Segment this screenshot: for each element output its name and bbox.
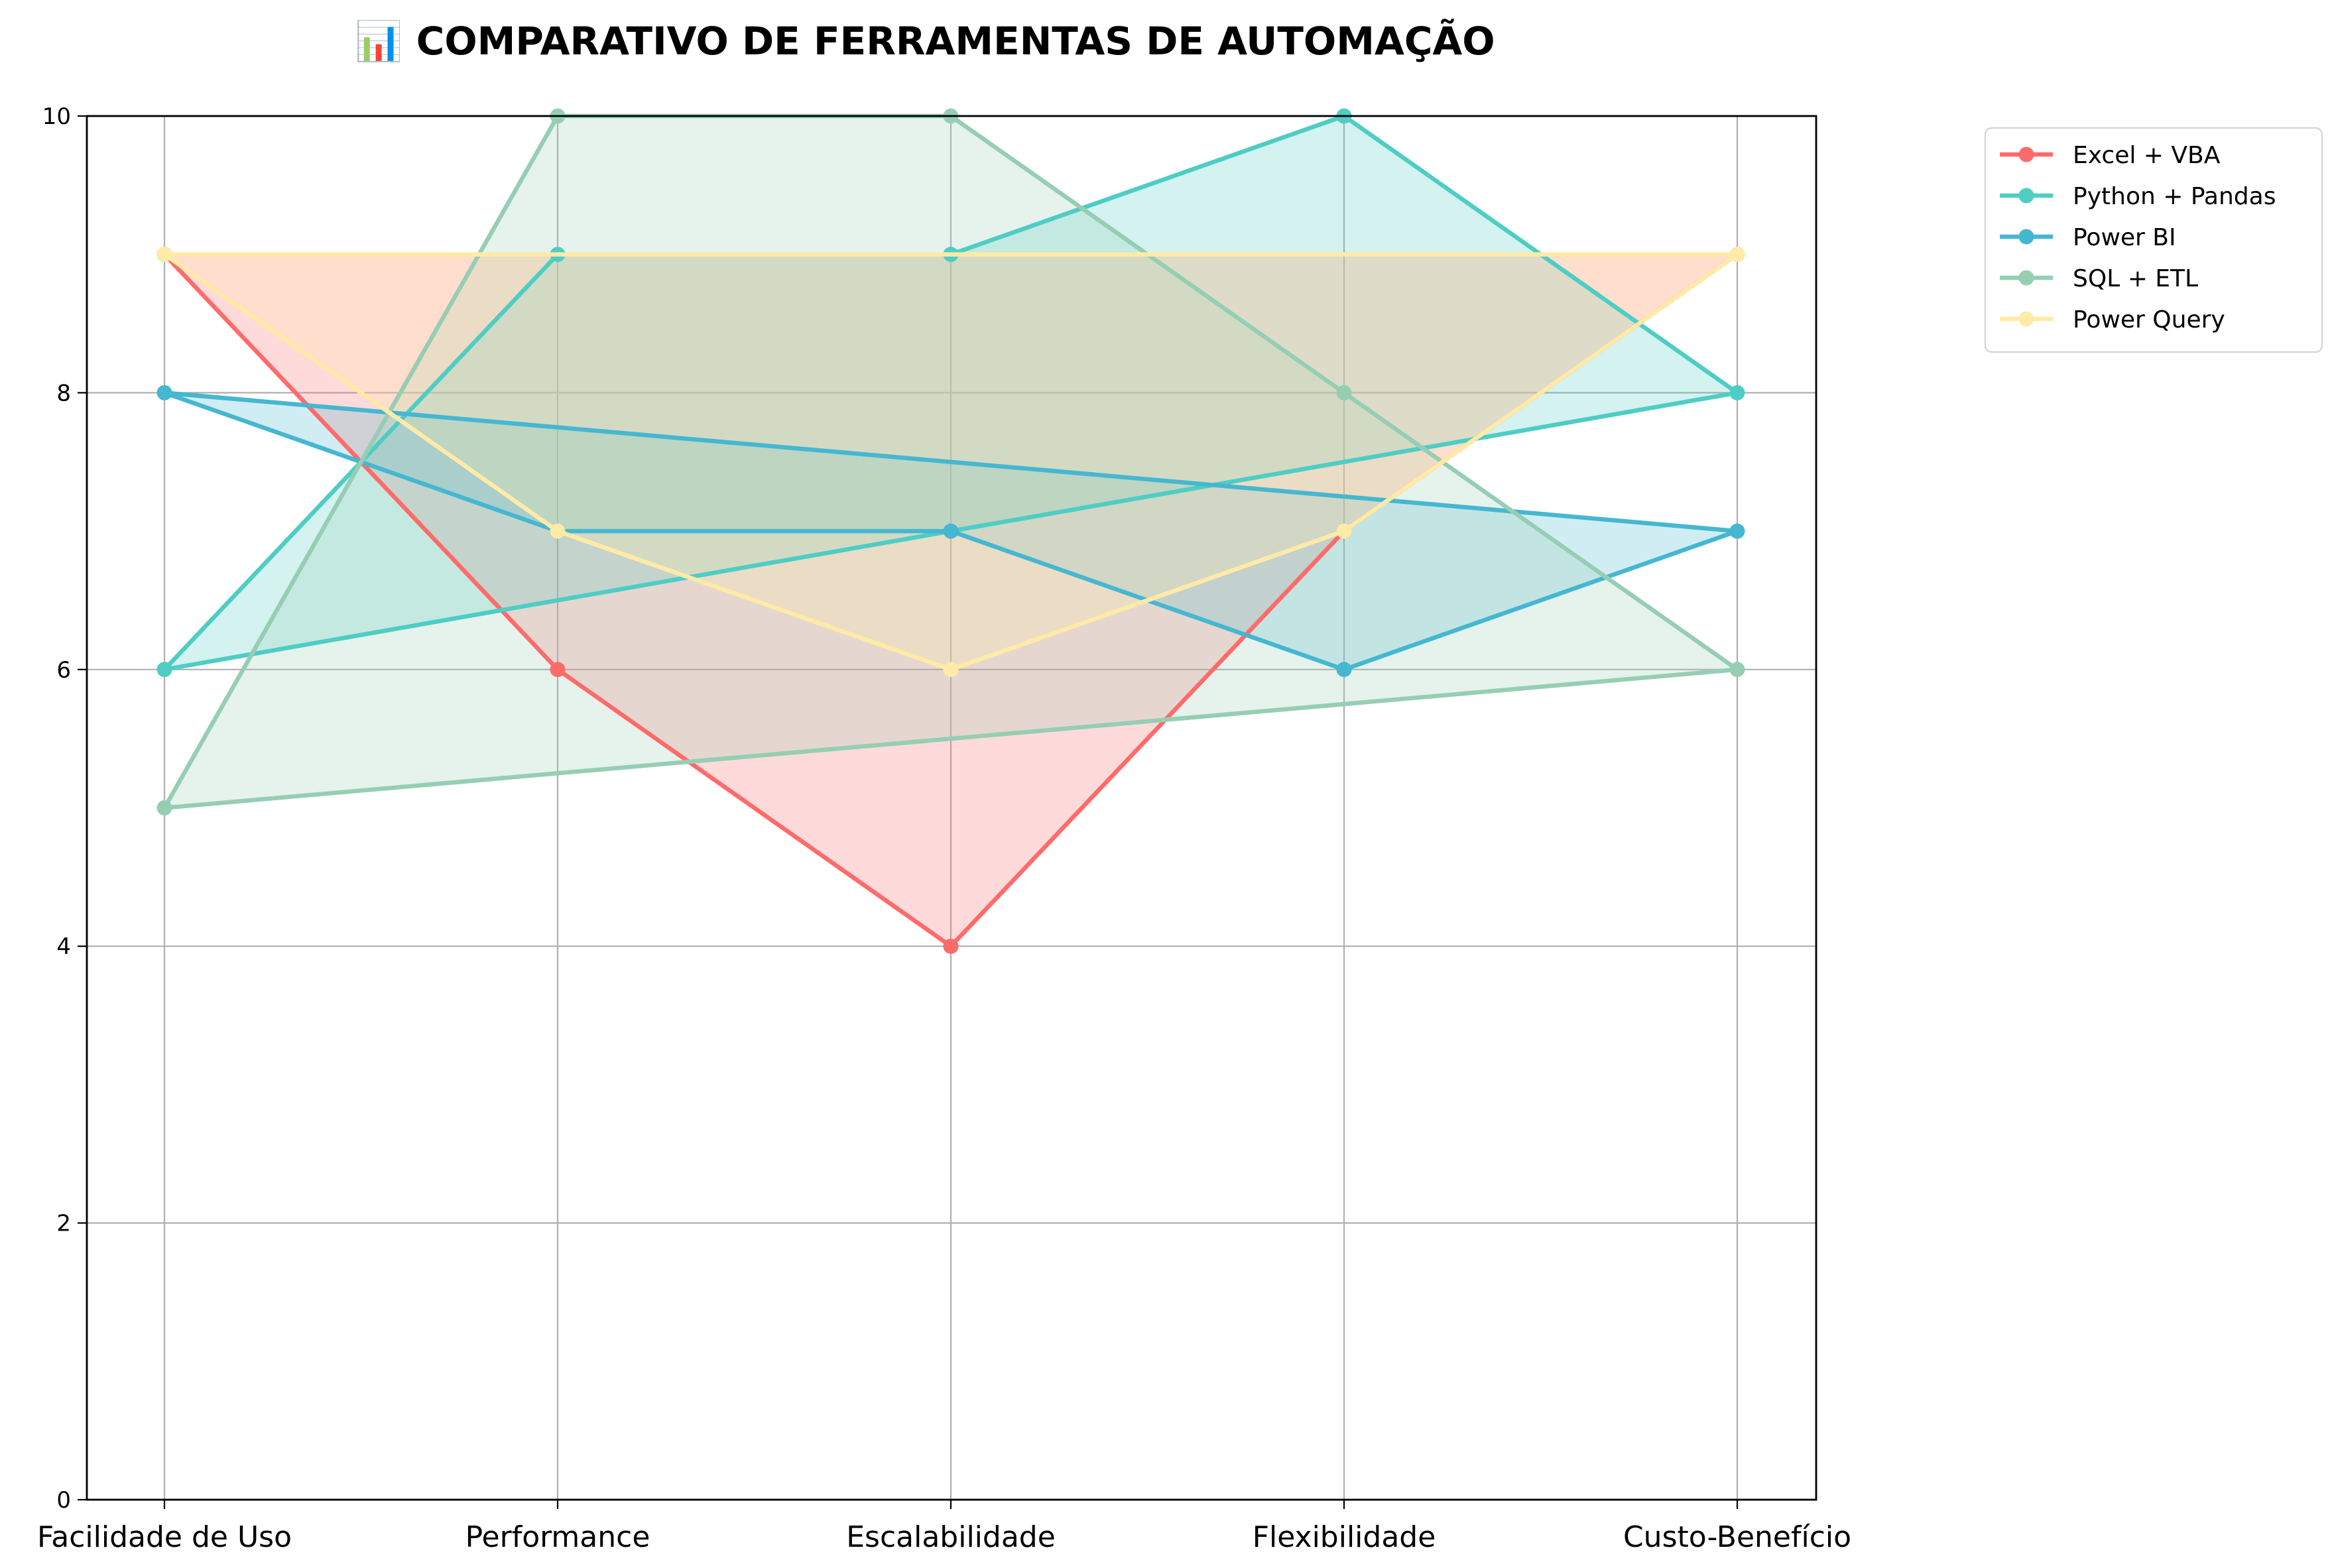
legend: Excel + VBA Python + Pandas Power BI SQL + … [1984, 127, 2323, 353]
legend-marker-2 [2018, 229, 2034, 245]
chart-title: 📊 COMPARATIVO DE FERRAMENTAS DE AUTOMAÇÃ… [355, 19, 1495, 64]
legend-box [1984, 127, 2323, 353]
axes: 0 2 4 6 8 10 Facilidade de Uso Performance Escal… [37, 103, 1851, 1554]
legend-label-0: Excel + VBA [2073, 142, 2221, 169]
x-tick-label-2: Escalabilidade [846, 1520, 1056, 1554]
data-point-3-4[interactable] [1729, 662, 1745, 678]
data-point-2-2[interactable] [943, 523, 959, 539]
y-tick-label-0: 0 [56, 1487, 71, 1514]
legend-marker-4 [2018, 311, 2034, 327]
y-tick-label-5: 10 [42, 103, 71, 130]
legend-label-1: Python + Pandas [2073, 183, 2276, 210]
data-point-4-0[interactable] [156, 247, 172, 263]
data-point-4-1[interactable] [550, 523, 566, 539]
y-tick-label-1: 2 [56, 1211, 71, 1237]
data-point-4-4[interactable] [1729, 247, 1745, 263]
series-lines [156, 108, 1745, 954]
legend-marker-0 [2018, 147, 2034, 162]
data-point-2-3[interactable] [1336, 662, 1352, 678]
data-point-4-2[interactable] [943, 662, 959, 678]
x-tick-label-0: Facilidade de Uso [37, 1520, 292, 1554]
y-tick-label-4: 8 [56, 380, 71, 406]
data-point-3-3[interactable] [1336, 385, 1352, 400]
data-point-3-0[interactable] [156, 800, 172, 815]
legend-label-3: SQL + ETL [2073, 265, 2198, 292]
legend-label-2: Power BI [2073, 224, 2176, 251]
x-tick-label-4: Custo-Benefício [1623, 1520, 1851, 1554]
data-point-0-2[interactable] [943, 938, 959, 954]
data-point-1-4[interactable] [1729, 385, 1745, 400]
y-tick-label-3: 6 [56, 657, 71, 684]
data-point-4-3[interactable] [1336, 523, 1352, 539]
x-tick-label-3: Flexibilidade [1253, 1520, 1436, 1554]
series-line-4 [163, 252, 1740, 672]
legend-label-4: Power Query [2073, 306, 2225, 333]
legend-marker-3 [2018, 270, 2034, 286]
data-point-1-0[interactable] [156, 662, 172, 678]
x-tick-label-1: Performance [465, 1520, 650, 1554]
data-point-2-4[interactable] [1729, 523, 1745, 539]
y-tick-label-2: 4 [56, 934, 71, 960]
data-point-0-1[interactable] [550, 662, 566, 678]
data-point-2-0[interactable] [156, 385, 172, 400]
legend-marker-1 [2018, 188, 2034, 204]
